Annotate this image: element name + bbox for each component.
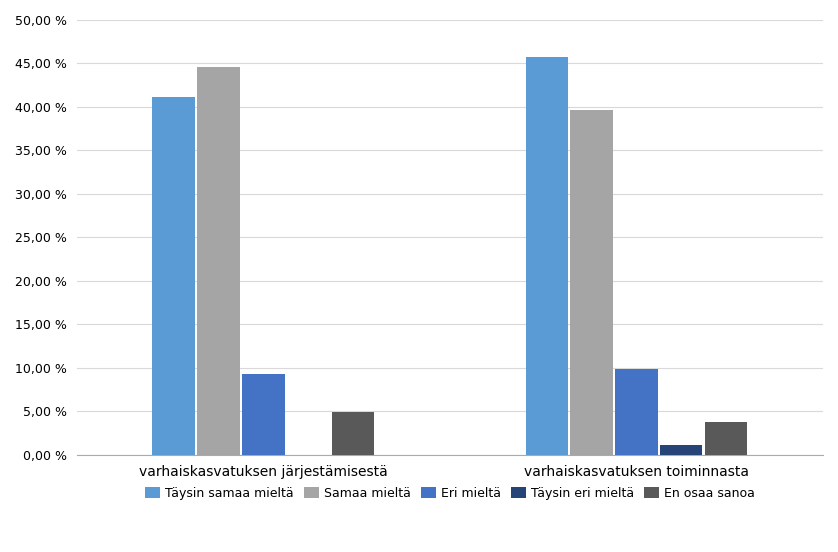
Bar	[615, 369, 658, 455]
Bar	[153, 97, 195, 455]
Bar	[705, 422, 747, 455]
Bar	[525, 57, 568, 455]
Bar	[660, 445, 702, 455]
Bar	[332, 412, 374, 455]
Bar	[571, 110, 613, 455]
Bar	[242, 374, 285, 455]
Bar	[197, 67, 240, 455]
Legend: Täysin samaa mieltä, Samaa mieltä, Eri mieltä, Täysin eri mieltä, En osaa sanoa: Täysin samaa mieltä, Samaa mieltä, Eri m…	[140, 482, 759, 505]
